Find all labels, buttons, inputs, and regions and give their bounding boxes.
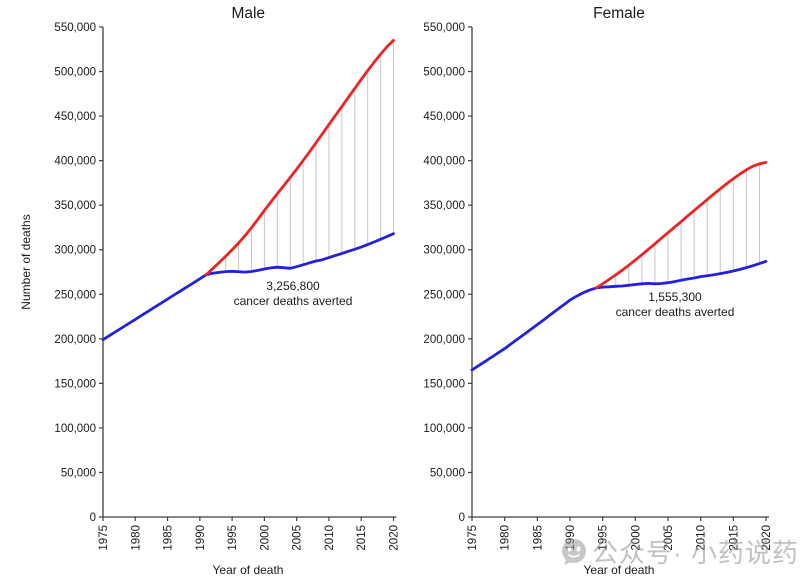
x-tick-label: 2005 — [292, 525, 304, 551]
y-tick-label: 500,000 — [54, 67, 96, 79]
x-tick-label: 1995 — [598, 525, 610, 551]
y-tick-label: 550,000 — [423, 22, 465, 34]
deaths-averted-label: cancer deaths averted — [234, 294, 353, 308]
y-tick-label: 400,000 — [423, 156, 465, 168]
x-tick-label: 1990 — [195, 525, 207, 551]
y-tick-label: 400,000 — [54, 156, 96, 168]
x-tick-label: 2010 — [324, 525, 336, 551]
y-tick-label: 450,000 — [423, 111, 465, 123]
y-tick-label: 0 — [90, 512, 96, 524]
x-tick-label: 2015 — [728, 525, 740, 551]
deaths-averted-value: 3,256,800 — [266, 279, 320, 293]
deaths-averted-label: cancer deaths averted — [616, 305, 735, 319]
y-tick-label: 150,000 — [54, 378, 96, 390]
x-tick-label: 2010 — [696, 525, 708, 551]
y-tick-label: 250,000 — [423, 289, 465, 301]
observed-deaths-line — [101, 232, 395, 342]
deaths-averted-value: 1,555,300 — [648, 290, 702, 304]
chart-panel-male: 0 50,000 100,000 150,000 200,000 250,000 300,0… — [19, 5, 401, 577]
expected-deaths-line — [594, 160, 768, 290]
observed-deaths-line — [470, 259, 768, 372]
y-tick-label: 200,000 — [54, 334, 96, 346]
x-tick-label: 1985 — [163, 525, 175, 551]
y-tick-label: 0 — [459, 512, 465, 524]
expected-deaths-line — [204, 39, 395, 277]
y-tick-label: 450,000 — [54, 111, 96, 123]
y-tick-label: 50,000 — [430, 467, 465, 479]
chart-title: Female — [593, 5, 645, 22]
x-tick-label: 2020 — [761, 525, 773, 551]
x-tick-label: 2000 — [630, 525, 642, 551]
y-tick-label: 50,000 — [61, 467, 96, 479]
chart-panel-female: 0 50,000 100,000 150,000 200,000 250,000 300,0… — [423, 5, 773, 577]
y-tick-label: 100,000 — [423, 423, 465, 435]
x-tick-label: 1975 — [467, 525, 479, 551]
x-tick-label: 2005 — [663, 525, 675, 551]
chart-title: Male — [231, 5, 265, 22]
x-tick-label: 1985 — [532, 525, 544, 551]
x-axis-title: Year of death — [584, 563, 655, 577]
y-tick-label: 100,000 — [54, 423, 96, 435]
y-tick-label: 150,000 — [423, 378, 465, 390]
y-tick-label: 550,000 — [54, 22, 96, 34]
y-tick-label: 500,000 — [423, 67, 465, 79]
x-tick-label: 1980 — [500, 525, 512, 551]
y-tick-label: 250,000 — [54, 289, 96, 301]
x-tick-label: 2020 — [389, 525, 401, 551]
y-axis-title: Number of deaths — [19, 214, 33, 309]
x-tick-label: 1980 — [130, 525, 142, 551]
y-tick-label: 300,000 — [423, 245, 465, 257]
x-axis-title: Year of death — [213, 563, 284, 577]
x-tick-label: 1995 — [227, 525, 239, 551]
y-tick-label: 350,000 — [54, 200, 96, 212]
x-tick-label: 2000 — [259, 525, 271, 551]
y-tick-label: 200,000 — [423, 334, 465, 346]
y-tick-label: 300,000 — [54, 245, 96, 257]
x-tick-label: 1975 — [98, 525, 110, 551]
x-tick-label: 1990 — [565, 525, 577, 551]
x-tick-label: 2015 — [356, 525, 368, 551]
y-tick-label: 350,000 — [423, 200, 465, 212]
